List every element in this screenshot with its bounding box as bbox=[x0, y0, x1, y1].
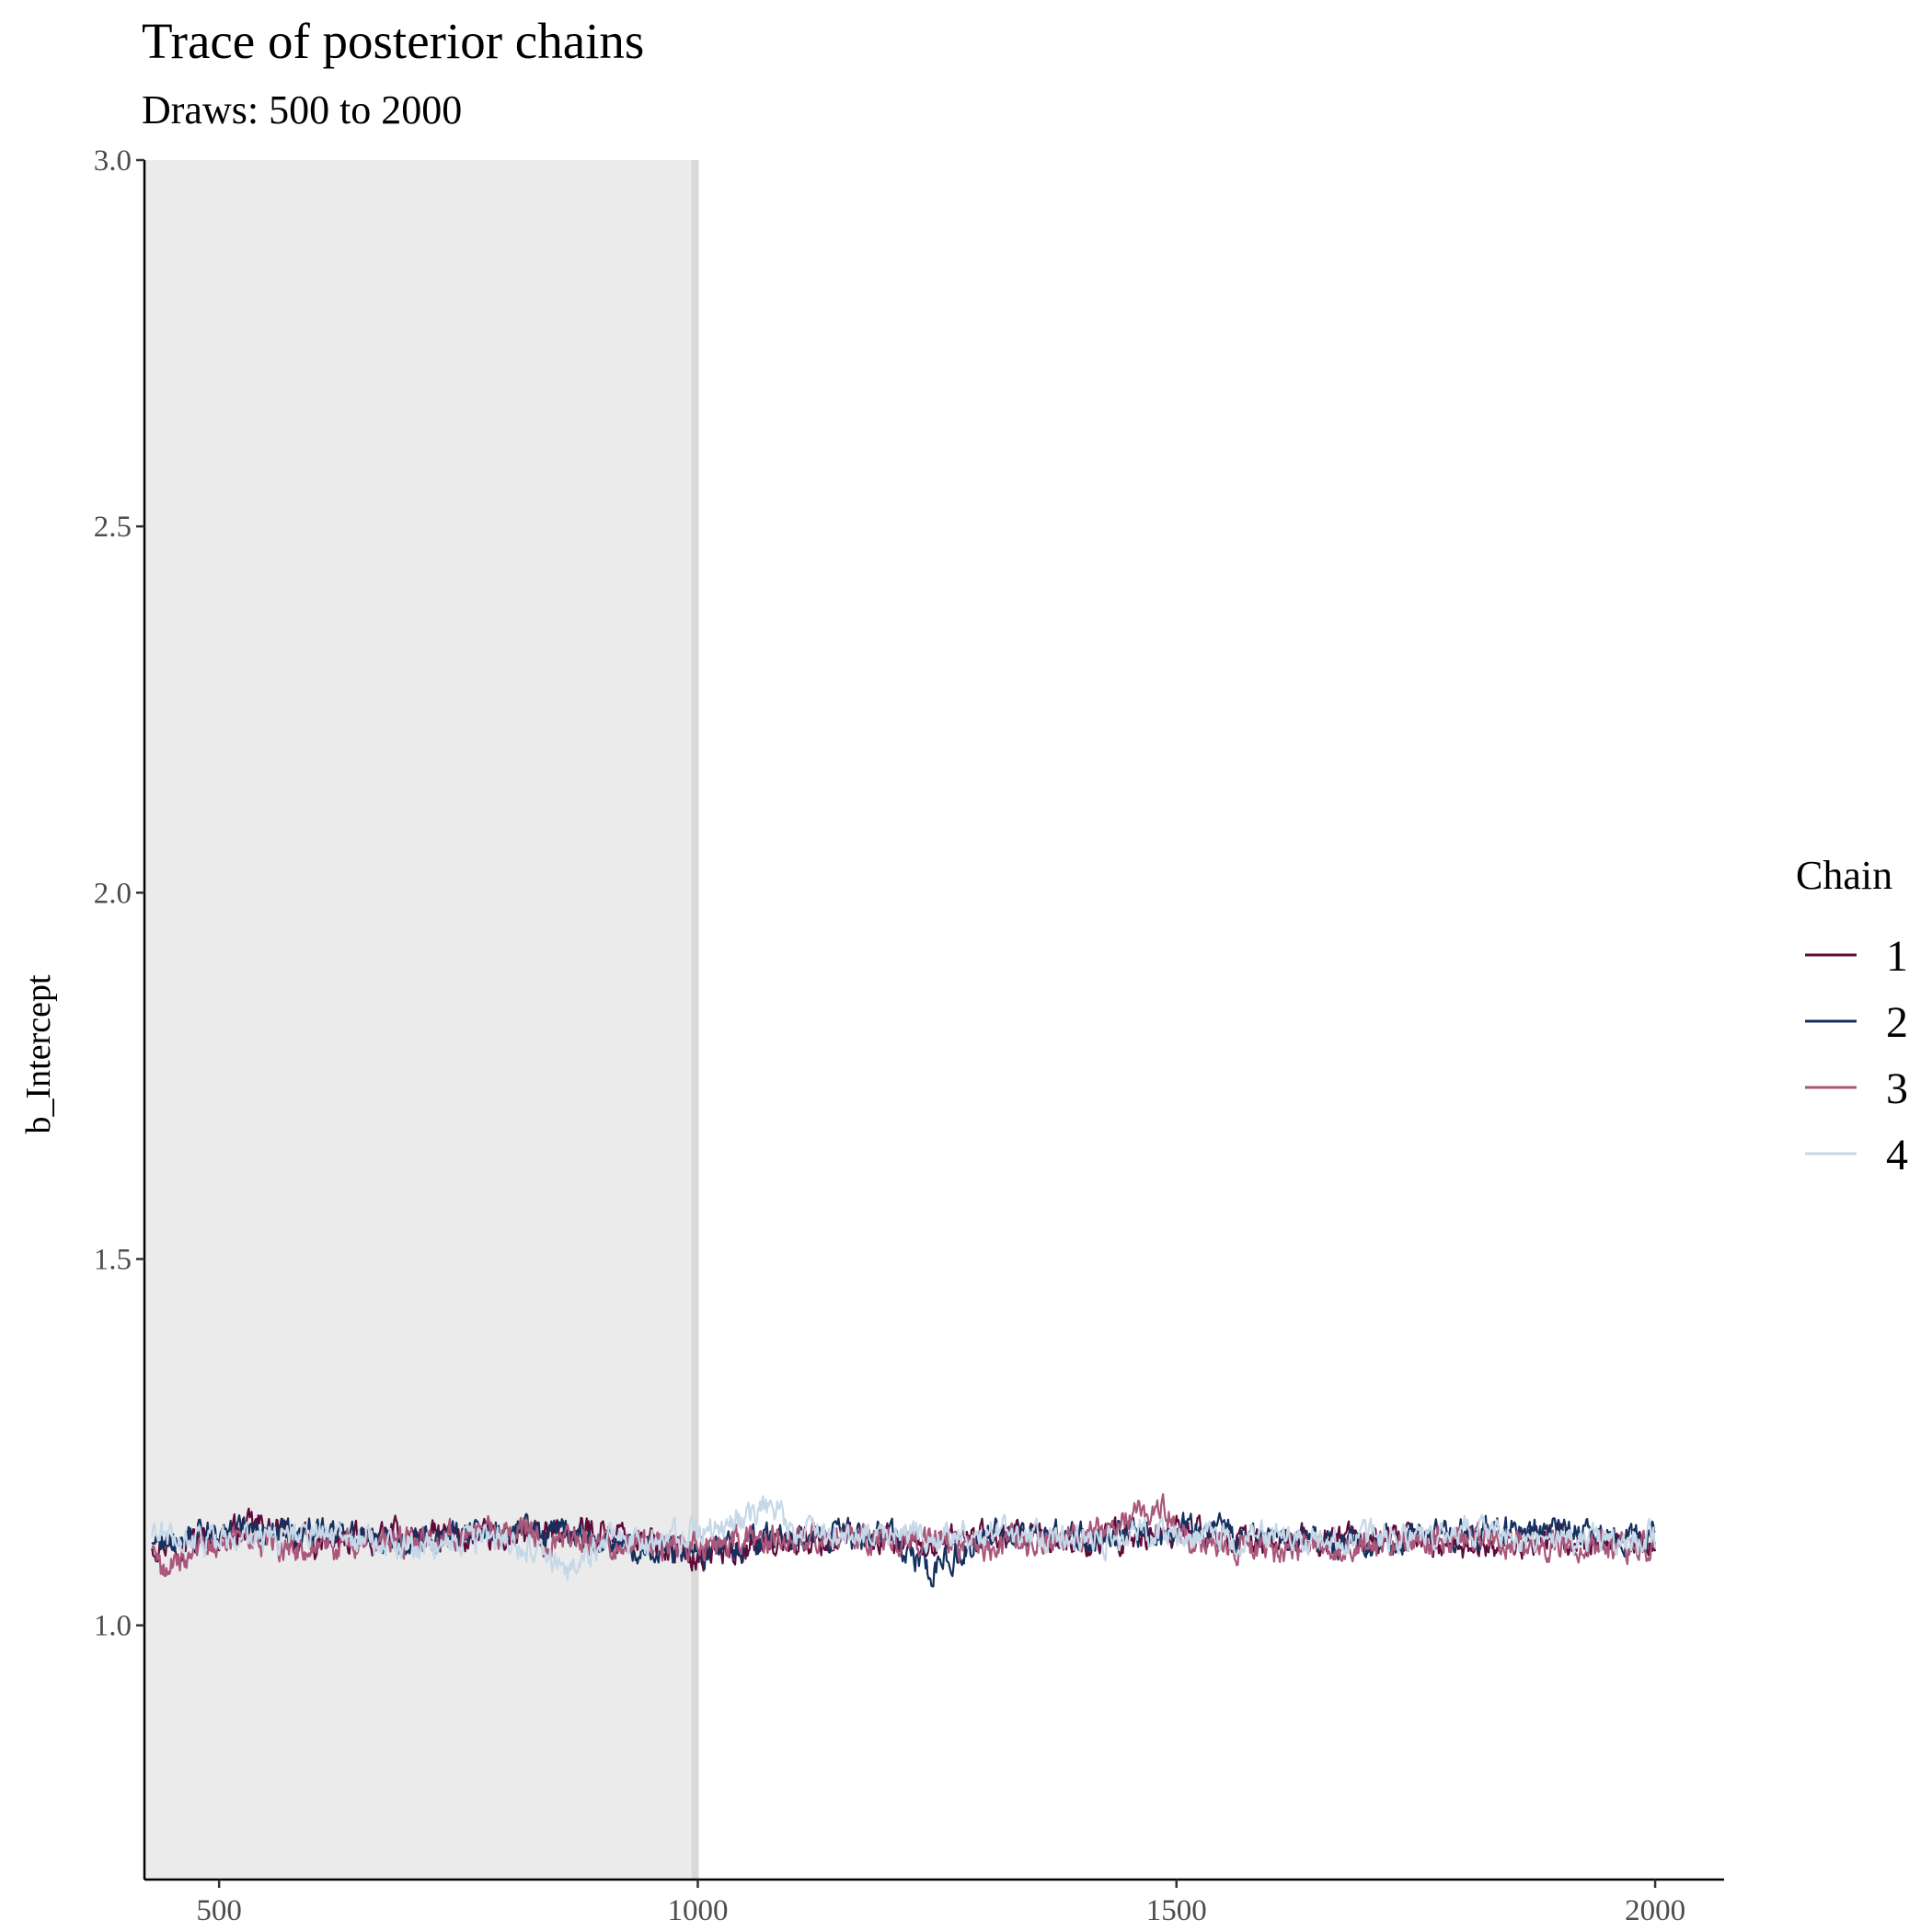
legend: Chain 1 2 3 4 bbox=[1796, 853, 1908, 1179]
y-axis-ticks: 1.0 1.5 2.0 2.5 3.0 bbox=[94, 144, 144, 1643]
x-tick-label: 1500 bbox=[1146, 1894, 1207, 1927]
legend-title: Chain bbox=[1796, 853, 1892, 898]
legend-label-1: 1 bbox=[1886, 932, 1908, 981]
legend-label-3: 3 bbox=[1886, 1064, 1908, 1113]
y-tick-label: 3.0 bbox=[94, 144, 132, 178]
chain-4-trace bbox=[151, 1495, 1657, 1581]
y-tick-label: 1.0 bbox=[94, 1610, 132, 1643]
x-axis-ticks: 500 1000 1500 2000 bbox=[196, 1880, 1685, 1927]
series-layer bbox=[151, 1492, 1657, 1588]
x-tick-label: 2000 bbox=[1625, 1894, 1685, 1927]
chart-title: Trace of posterior chains bbox=[142, 13, 644, 69]
y-tick-label: 2.5 bbox=[94, 511, 132, 544]
legend-label-4: 4 bbox=[1886, 1131, 1908, 1179]
legend-entries: 1 2 3 4 bbox=[1805, 932, 1908, 1179]
y-tick-label: 1.5 bbox=[94, 1244, 132, 1277]
y-tick-label: 2.0 bbox=[94, 877, 132, 910]
chart-subtitle: Draws: 500 to 2000 bbox=[142, 87, 462, 132]
x-tick-label: 500 bbox=[196, 1894, 242, 1927]
warmup-region bbox=[144, 160, 698, 1880]
y-axis-title: b_Intercept bbox=[19, 974, 58, 1133]
x-tick-label: 1000 bbox=[667, 1894, 728, 1927]
legend-label-2: 2 bbox=[1886, 998, 1908, 1047]
